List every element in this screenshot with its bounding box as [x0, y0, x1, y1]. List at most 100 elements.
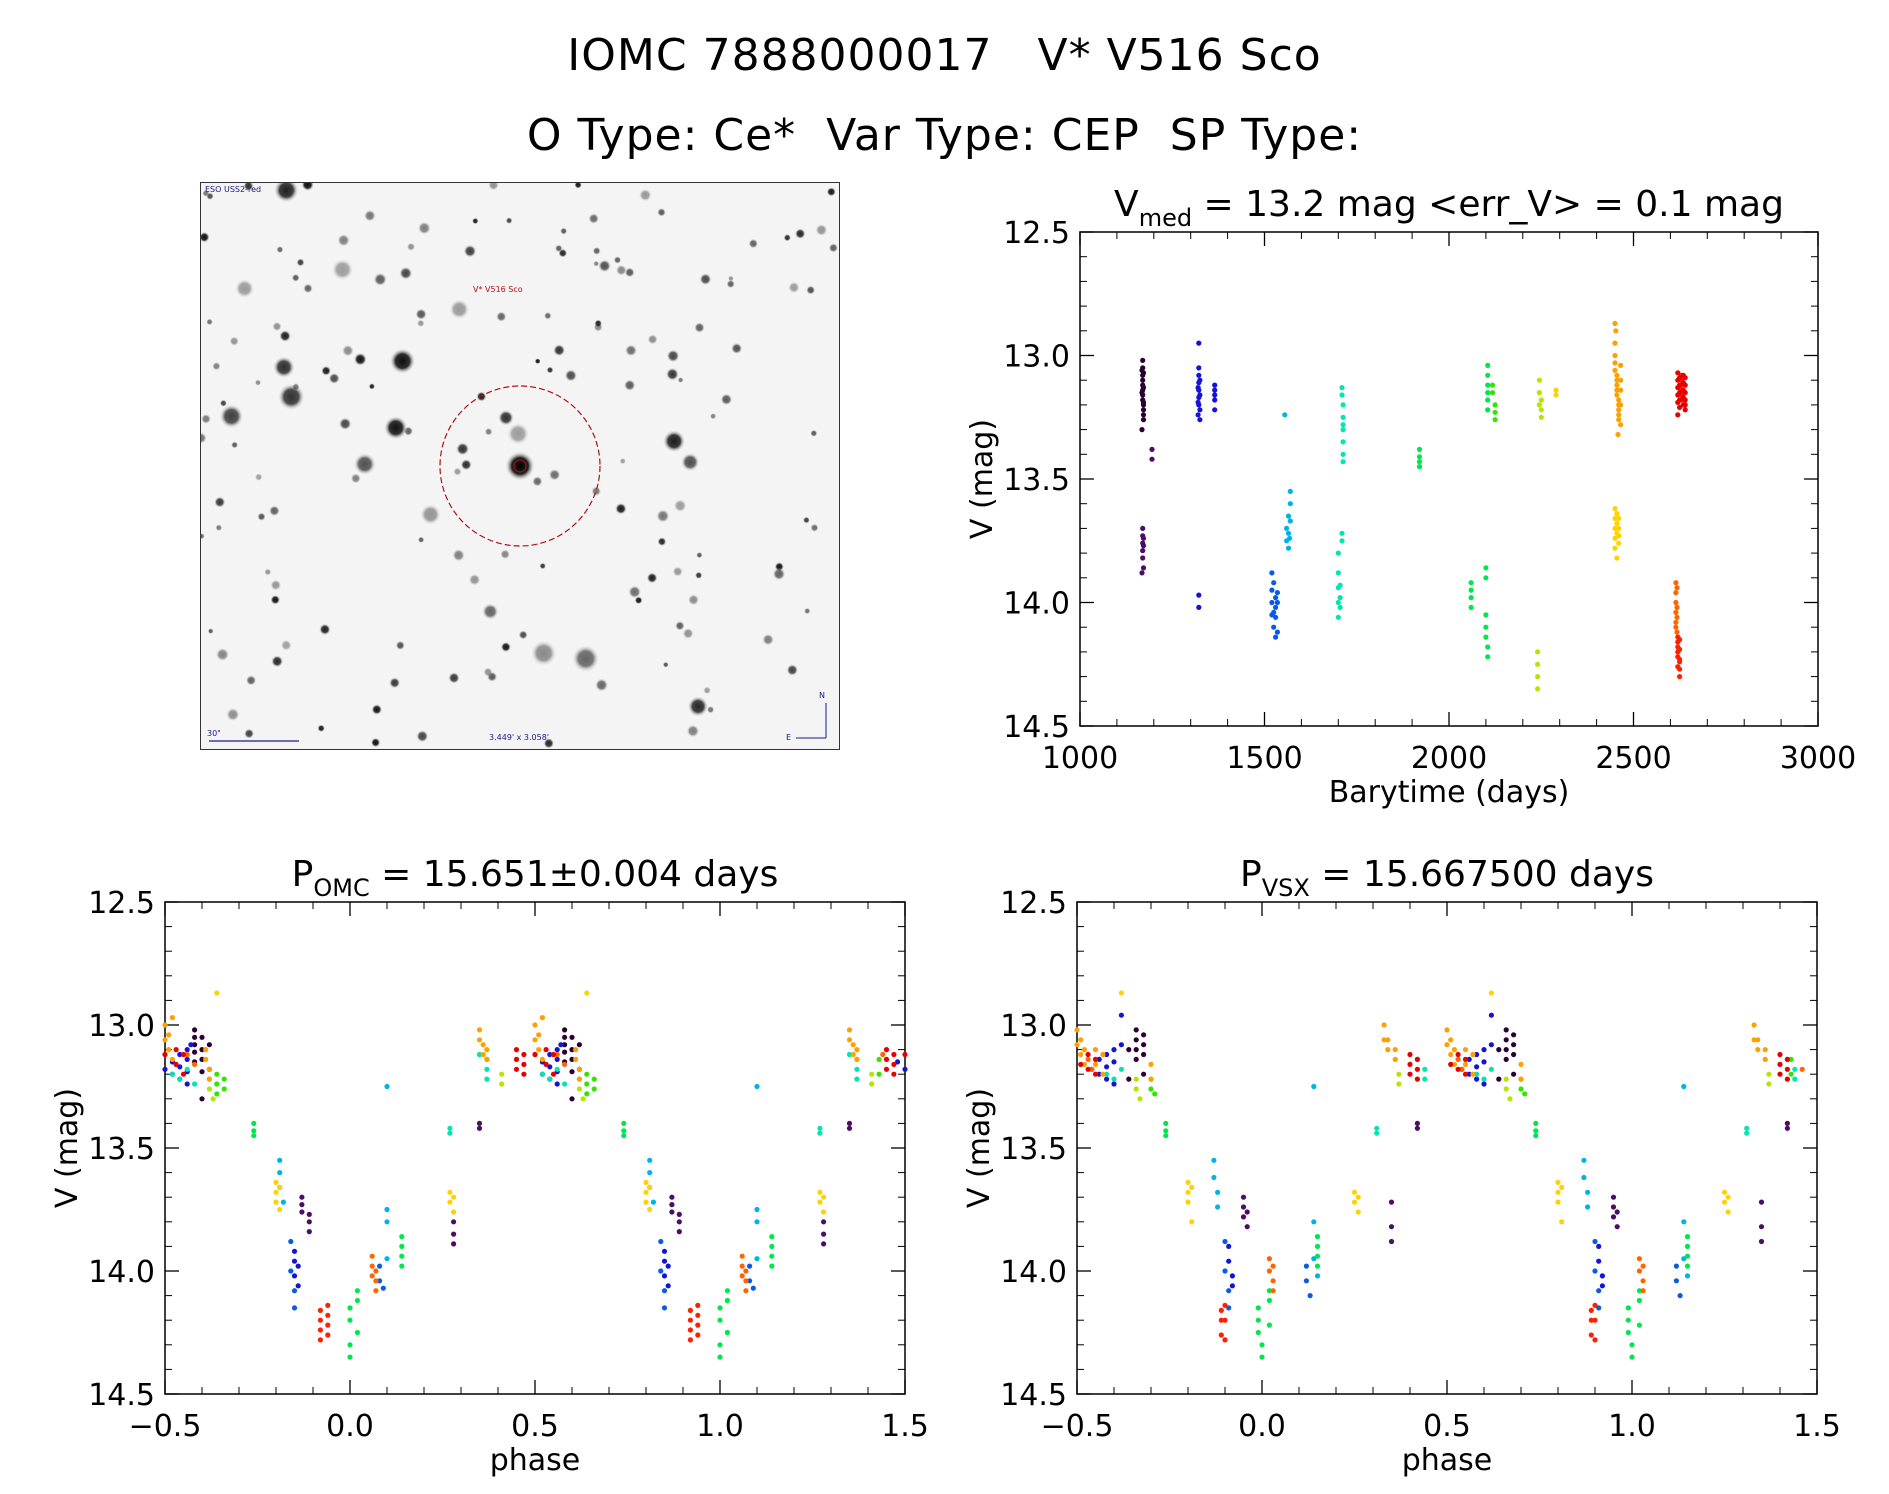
data-point — [1270, 1288, 1276, 1294]
data-point — [1614, 520, 1620, 527]
data-point — [1092, 1071, 1099, 1077]
data-point — [206, 1042, 212, 1048]
data-point — [717, 1354, 723, 1360]
chart-title-main: V — [1114, 184, 1139, 225]
data-point — [1470, 1051, 1476, 1058]
data-point — [1588, 1332, 1594, 1338]
data-point — [669, 1202, 675, 1208]
data-point — [1414, 1056, 1420, 1062]
data-point — [724, 1288, 731, 1294]
background-star — [506, 422, 530, 446]
data-point — [1451, 1047, 1457, 1053]
data-point — [1140, 402, 1147, 408]
data-point — [192, 1059, 198, 1065]
data-point — [206, 1076, 212, 1082]
data-point — [277, 1170, 283, 1176]
data-point — [562, 1027, 568, 1033]
data-point — [1474, 1051, 1480, 1058]
data-point — [1266, 1256, 1272, 1262]
data-point — [1553, 392, 1559, 398]
compass-east-label: E — [786, 733, 792, 742]
data-point — [1483, 575, 1489, 581]
data-point — [769, 1253, 775, 1259]
data-point — [347, 1317, 353, 1323]
data-point — [1414, 1120, 1420, 1126]
data-point — [1118, 1012, 1124, 1018]
data-point — [724, 1329, 731, 1336]
series-epoch-14 — [162, 1047, 908, 1077]
data-point — [1518, 1076, 1524, 1082]
data-point — [1196, 402, 1202, 408]
data-point — [695, 1302, 701, 1308]
background-star — [588, 213, 600, 225]
data-point — [532, 1037, 538, 1043]
data-point — [1111, 1076, 1117, 1082]
data-point — [1273, 604, 1279, 611]
data-point — [1612, 340, 1618, 346]
series-epoch-7 — [1163, 1120, 1691, 1360]
y-tick-label: 13.0 — [1003, 340, 1070, 375]
data-point — [451, 1231, 457, 1237]
data-point — [1212, 387, 1218, 393]
data-point — [1777, 1051, 1783, 1058]
background-star — [455, 442, 470, 456]
series-epoch-10 — [1118, 990, 1731, 1225]
data-point — [1766, 1071, 1772, 1077]
data-point — [1340, 414, 1346, 420]
x-tick-label: 0.5 — [511, 1409, 559, 1444]
data-point — [1610, 1204, 1617, 1210]
data-point — [166, 1047, 172, 1053]
background-star — [673, 499, 687, 513]
data-point — [1196, 604, 1202, 611]
series-epoch-6 — [169, 1051, 860, 1136]
data-point — [451, 1209, 457, 1215]
data-point — [1680, 380, 1686, 386]
data-point — [576, 1066, 583, 1072]
data-point — [1140, 543, 1147, 549]
data-point — [543, 1061, 549, 1067]
data-point — [846, 1037, 853, 1043]
background-star — [534, 358, 541, 365]
data-point — [1678, 387, 1685, 393]
y-axis-label: V (mag) — [965, 419, 1000, 539]
data-point — [277, 1206, 283, 1213]
data-point — [1092, 1061, 1099, 1067]
data-point — [554, 1081, 560, 1087]
data-point — [1614, 372, 1620, 378]
background-star — [574, 183, 582, 189]
data-point — [1374, 1130, 1380, 1136]
data-point — [1674, 614, 1680, 620]
data-point — [543, 1047, 549, 1053]
data-point — [1784, 1056, 1790, 1062]
series-epoch-8 — [1148, 1056, 1794, 1097]
data-point — [484, 1076, 490, 1082]
data-point — [1212, 382, 1218, 388]
data-point — [1148, 1086, 1154, 1092]
data-point — [743, 1278, 749, 1284]
background-star — [656, 509, 670, 523]
data-point — [1614, 530, 1620, 536]
data-point — [547, 1064, 553, 1070]
data-point — [162, 1051, 168, 1058]
data-point — [1481, 1076, 1487, 1082]
data-point — [1680, 372, 1686, 378]
data-point — [1673, 609, 1679, 616]
data-point — [1149, 456, 1155, 462]
data-point — [1139, 427, 1145, 433]
data-point — [1488, 1066, 1494, 1072]
data-point — [1596, 1243, 1602, 1249]
data-point — [273, 1199, 279, 1205]
data-point — [1133, 1056, 1139, 1062]
data-point — [1766, 1081, 1772, 1087]
data-point — [1140, 387, 1146, 393]
data-point — [1335, 585, 1341, 591]
data-point — [480, 1042, 486, 1048]
data-point — [1148, 1076, 1154, 1082]
data-point — [1381, 1022, 1387, 1028]
data-point — [1636, 1297, 1642, 1304]
data-point — [1140, 372, 1146, 378]
data-point — [1725, 1209, 1731, 1215]
background-star — [331, 258, 354, 281]
data-point — [1455, 1066, 1461, 1072]
data-point — [1141, 1042, 1147, 1048]
